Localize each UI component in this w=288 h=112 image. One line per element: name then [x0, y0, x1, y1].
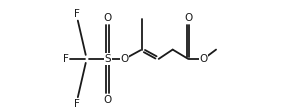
Text: O: O: [120, 54, 129, 64]
Text: O: O: [200, 54, 208, 64]
Text: F: F: [74, 9, 80, 19]
Text: F: F: [74, 99, 80, 109]
Text: O: O: [184, 13, 192, 23]
Text: S: S: [104, 54, 111, 64]
Text: O: O: [103, 95, 112, 104]
Text: F: F: [63, 54, 69, 64]
Text: O: O: [103, 13, 112, 23]
